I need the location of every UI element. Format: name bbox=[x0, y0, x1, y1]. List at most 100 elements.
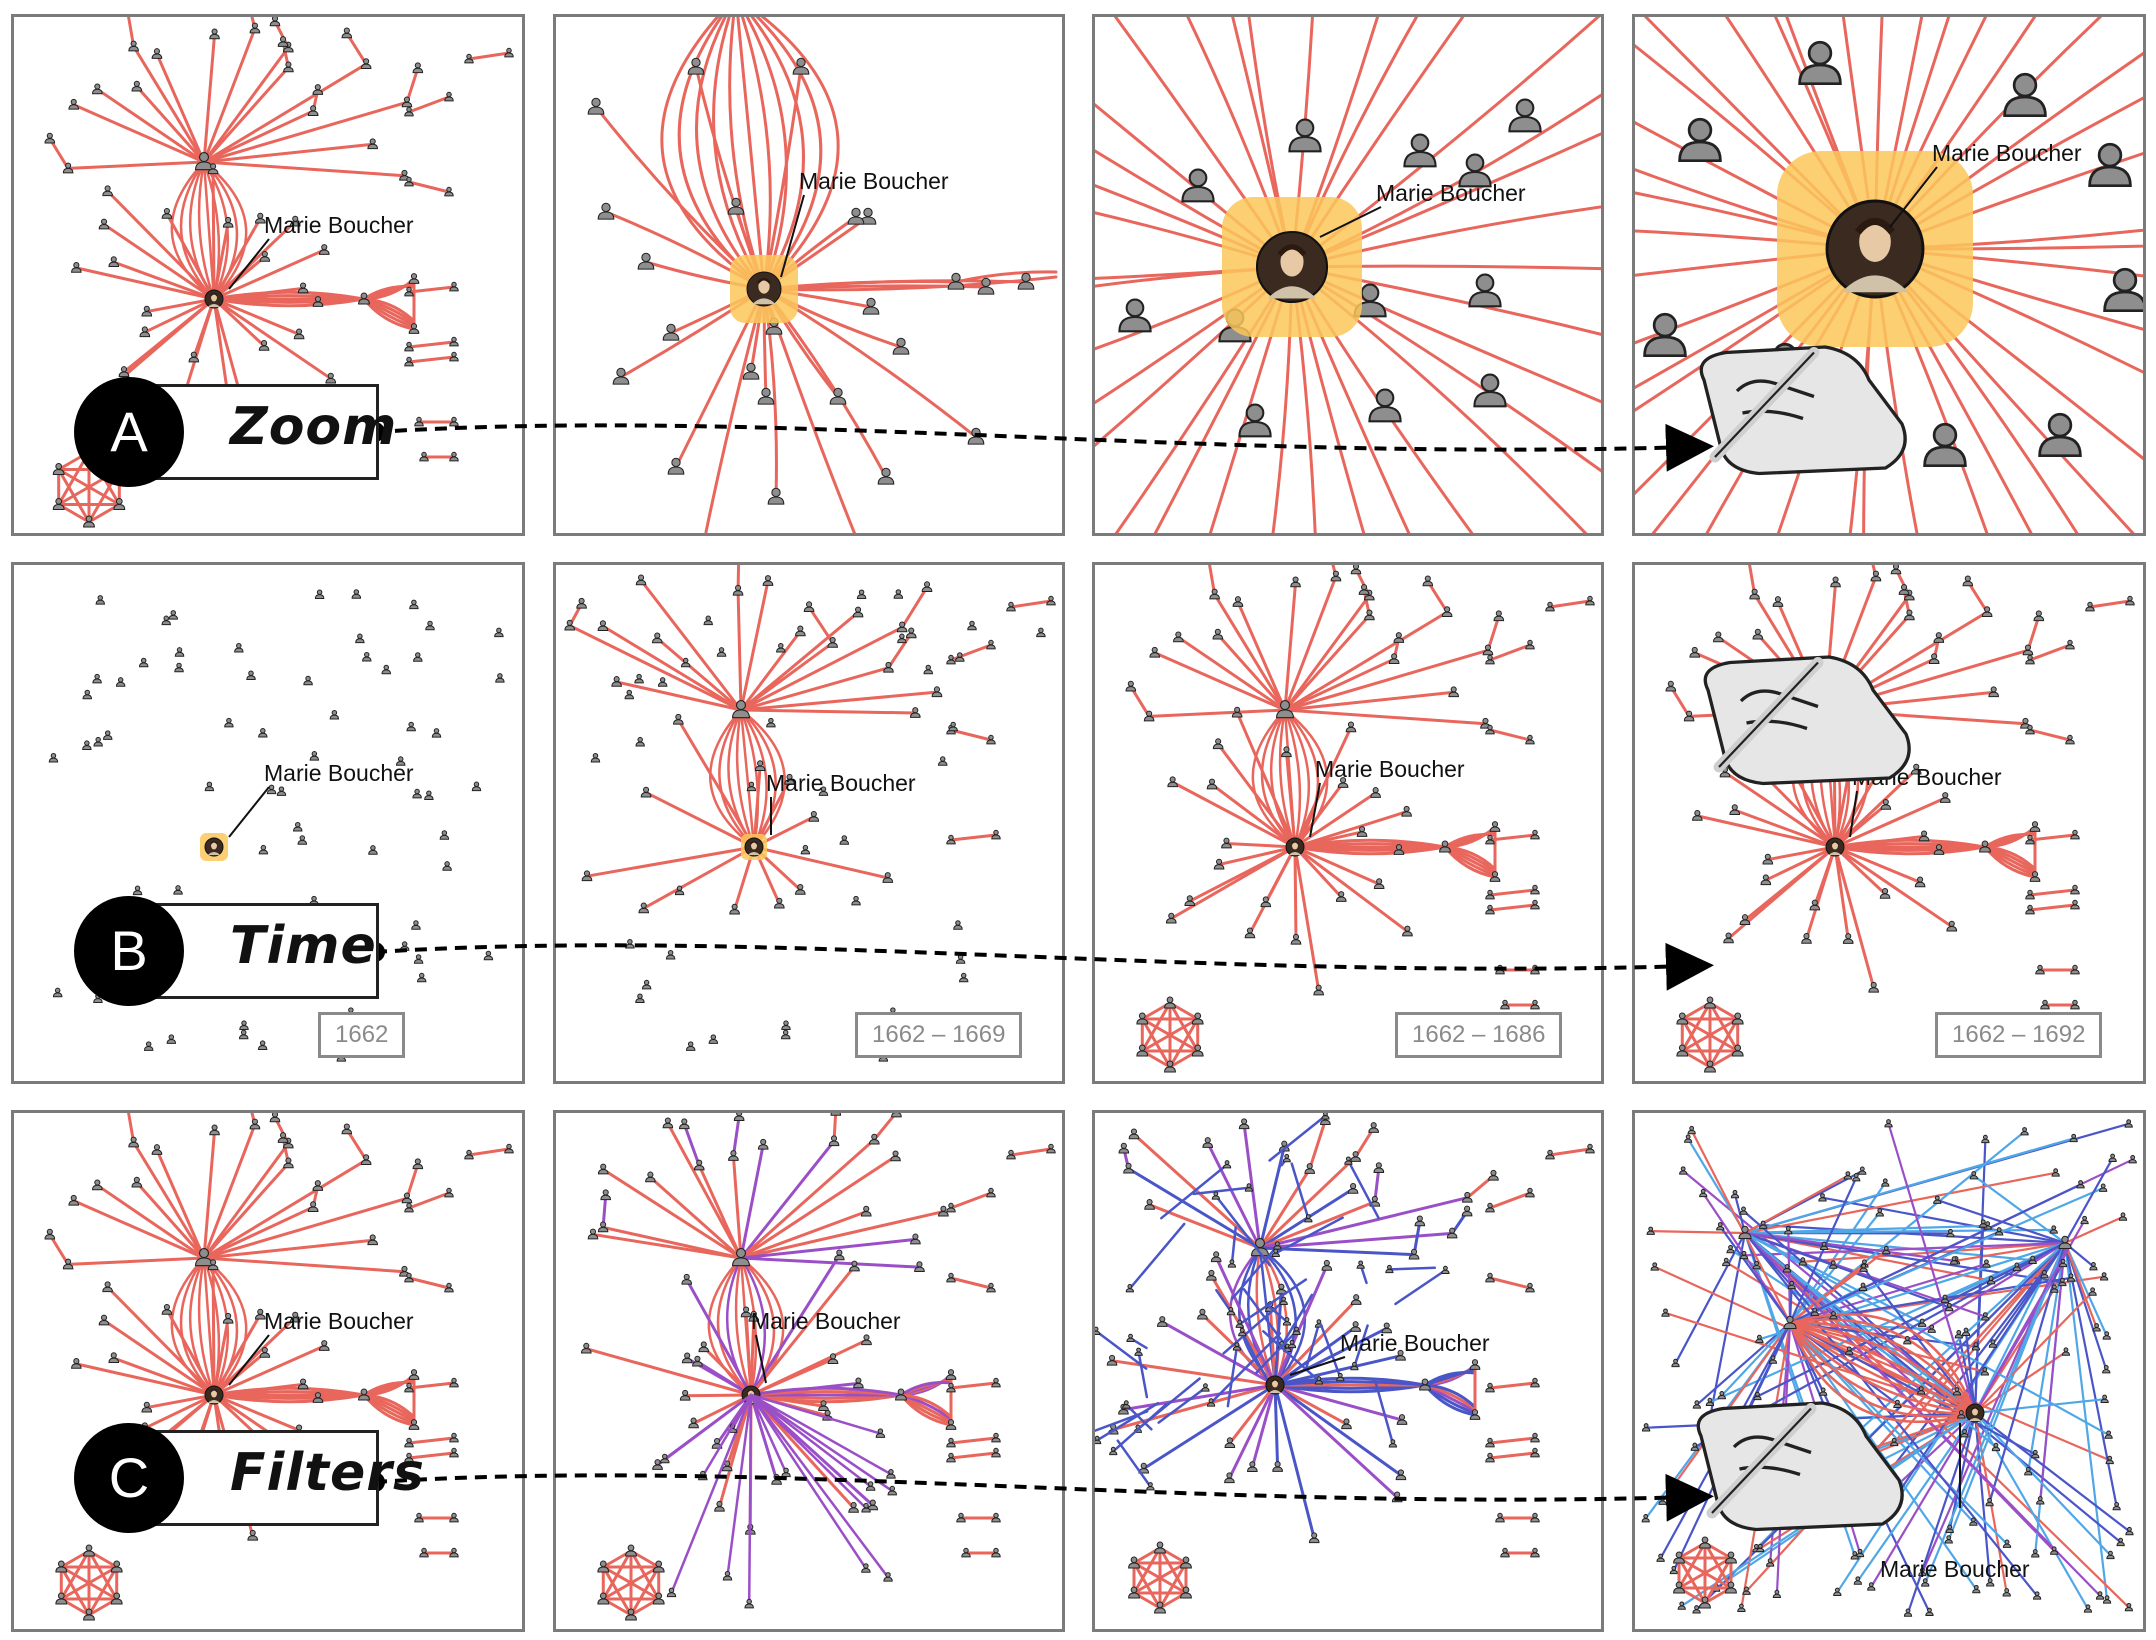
person-icon[interactable] bbox=[625, 939, 635, 949]
person-icon[interactable] bbox=[848, 1502, 859, 1513]
person-icon[interactable] bbox=[938, 756, 948, 766]
person-icon[interactable] bbox=[634, 673, 644, 684]
person-icon[interactable] bbox=[597, 202, 615, 220]
person-icon[interactable] bbox=[1508, 98, 1542, 133]
person-icon[interactable] bbox=[1336, 1372, 1345, 1382]
person-icon[interactable] bbox=[2066, 1273, 2076, 1282]
person-icon[interactable] bbox=[665, 949, 676, 960]
person-icon[interactable] bbox=[1867, 1582, 1876, 1591]
person-icon[interactable] bbox=[1485, 904, 1495, 915]
person-icon[interactable] bbox=[1723, 932, 1734, 944]
person-icon[interactable] bbox=[1772, 1589, 1782, 1599]
person-icon[interactable] bbox=[1335, 891, 1347, 902]
person-icon[interactable] bbox=[412, 62, 424, 74]
person-icon[interactable] bbox=[600, 1189, 612, 1201]
person-icon[interactable] bbox=[1642, 1423, 1651, 1432]
person-icon[interactable] bbox=[166, 1034, 177, 1044]
person-icon[interactable] bbox=[2025, 904, 2035, 915]
person-icon[interactable] bbox=[1829, 1311, 1838, 1320]
person-icon[interactable] bbox=[404, 106, 414, 117]
person-icon[interactable] bbox=[1858, 1166, 1867, 1175]
person-icon[interactable] bbox=[1337, 777, 1349, 788]
person-icon[interactable] bbox=[404, 176, 414, 187]
person-icon[interactable] bbox=[1679, 1166, 1688, 1175]
person-icon[interactable] bbox=[1149, 646, 1161, 658]
person-icon[interactable] bbox=[1134, 1347, 1143, 1356]
person-icon[interactable] bbox=[1957, 1410, 1966, 1419]
person-icon[interactable] bbox=[674, 885, 685, 896]
person-icon[interactable] bbox=[1850, 1551, 1859, 1560]
person-icon[interactable] bbox=[92, 1179, 103, 1191]
person-icon[interactable] bbox=[161, 207, 173, 219]
person-icon[interactable] bbox=[1669, 1565, 1678, 1575]
person-icon[interactable] bbox=[325, 372, 337, 384]
person-icon[interactable] bbox=[660, 1453, 670, 1464]
person-icon[interactable] bbox=[1164, 996, 1176, 1009]
person-icon[interactable] bbox=[1006, 601, 1016, 612]
person-icon[interactable] bbox=[1260, 896, 1272, 908]
person-icon[interactable] bbox=[2102, 1365, 2111, 1374]
person-icon[interactable] bbox=[2029, 821, 2041, 832]
person-icon[interactable] bbox=[1321, 1113, 1330, 1120]
person-icon[interactable] bbox=[1209, 588, 1220, 600]
network-view[interactable]: Marie Boucher bbox=[14, 17, 522, 533]
person-icon[interactable] bbox=[224, 717, 234, 728]
person-icon[interactable] bbox=[1960, 1429, 1969, 1438]
person-icon[interactable] bbox=[312, 1180, 324, 1191]
person-icon[interactable] bbox=[1393, 844, 1405, 855]
person-icon[interactable] bbox=[1353, 283, 1387, 318]
person-icon[interactable] bbox=[408, 273, 420, 284]
person-icon[interactable] bbox=[2102, 1595, 2112, 1604]
person-icon[interactable] bbox=[414, 1512, 424, 1523]
person-icon[interactable] bbox=[82, 740, 92, 750]
person-icon[interactable] bbox=[946, 1437, 956, 1448]
person-icon[interactable] bbox=[991, 1377, 1001, 1388]
person-icon[interactable] bbox=[1641, 1513, 1650, 1523]
person-icon[interactable] bbox=[297, 282, 309, 294]
person-icon[interactable] bbox=[946, 1272, 956, 1283]
person-icon[interactable] bbox=[449, 451, 459, 462]
person-icon[interactable] bbox=[102, 1281, 113, 1293]
person-icon[interactable] bbox=[2036, 1496, 2045, 1505]
person-icon[interactable] bbox=[1689, 646, 1701, 658]
person-icon[interactable] bbox=[1247, 1461, 1258, 1473]
person-icon[interactable] bbox=[449, 1377, 459, 1388]
person-icon[interactable] bbox=[2020, 1127, 2029, 1136]
person-icon[interactable] bbox=[1677, 1601, 1686, 1610]
person-icon[interactable] bbox=[341, 1123, 353, 1135]
panel-filters-4[interactable]: Marie Boucher bbox=[1632, 1110, 2146, 1632]
person-icon[interactable] bbox=[1809, 899, 1821, 911]
person-icon[interactable] bbox=[1988, 1339, 1997, 1348]
person-icon[interactable] bbox=[1211, 1191, 1220, 1200]
person-icon[interactable] bbox=[2112, 1501, 2121, 1511]
person-icon[interactable] bbox=[792, 57, 810, 75]
person-icon[interactable] bbox=[1314, 1376, 1323, 1385]
person-icon[interactable] bbox=[740, 1306, 752, 1318]
person-icon[interactable] bbox=[396, 756, 406, 766]
person-icon[interactable] bbox=[293, 821, 303, 832]
person-icon[interactable] bbox=[1308, 1532, 1320, 1544]
person-icon[interactable] bbox=[2089, 1262, 2098, 1271]
person-icon[interactable] bbox=[108, 1352, 120, 1364]
person-icon[interactable] bbox=[103, 730, 113, 740]
person-icon[interactable] bbox=[1046, 595, 1056, 606]
person-icon[interactable] bbox=[576, 597, 587, 609]
person-icon[interactable] bbox=[329, 709, 340, 720]
person-icon[interactable] bbox=[597, 620, 609, 632]
network-view[interactable]: Marie Boucher bbox=[14, 1113, 522, 1629]
network-view[interactable]: Marie Boucher bbox=[1635, 17, 2143, 533]
person-icon[interactable] bbox=[2128, 1155, 2137, 1164]
person-icon[interactable] bbox=[110, 1592, 123, 1605]
person-icon[interactable] bbox=[861, 1563, 871, 1573]
person-icon[interactable] bbox=[2012, 1262, 2021, 1271]
person-icon[interactable] bbox=[417, 972, 427, 983]
person-icon[interactable] bbox=[771, 1473, 782, 1485]
person-icon[interactable] bbox=[404, 1452, 414, 1463]
person-icon[interactable] bbox=[2050, 1284, 2059, 1293]
person-icon[interactable] bbox=[1986, 1578, 1995, 1587]
person-icon[interactable] bbox=[905, 627, 917, 639]
person-icon[interactable] bbox=[1738, 1225, 1752, 1239]
person-icon[interactable] bbox=[360, 58, 372, 69]
person-icon[interactable] bbox=[946, 1202, 956, 1213]
person-icon[interactable] bbox=[1782, 1264, 1792, 1273]
